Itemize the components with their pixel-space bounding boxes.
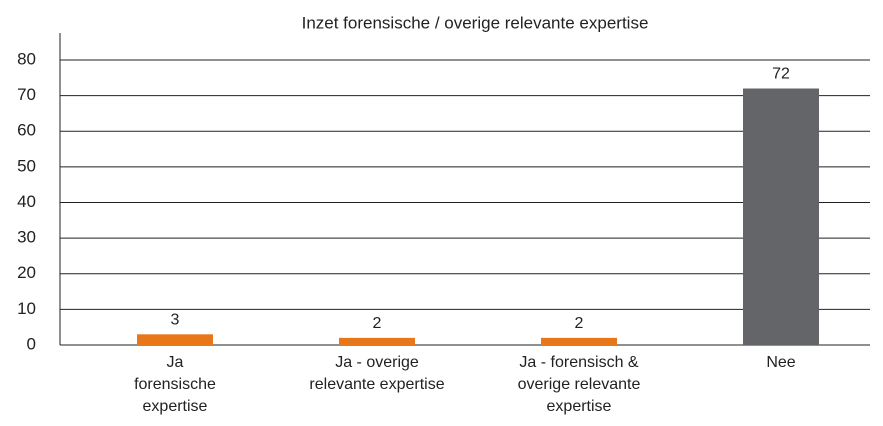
y-tick-label: 50 (17, 156, 36, 175)
bar (137, 334, 213, 345)
x-tick-label: Ja - forensisch & overige relevante expe… (517, 354, 641, 415)
value-label: 2 (575, 315, 584, 332)
bar (541, 337, 617, 345)
y-tick-label: 80 (17, 49, 36, 68)
y-tick-label: 10 (17, 299, 36, 318)
y-tick-label: 40 (17, 192, 36, 211)
bar (743, 88, 819, 345)
y-tick-label: 20 (17, 263, 36, 282)
x-tick-label: Ja - overige relevante expertise (309, 354, 445, 393)
y-tick-label: 0 (27, 334, 36, 353)
y-tick-label: 30 (17, 228, 36, 247)
value-label: 72 (772, 66, 790, 83)
y-tick-label: 70 (17, 85, 36, 104)
value-label: 3 (171, 312, 180, 329)
x-tick-label: Nee (766, 354, 796, 371)
bar (339, 337, 415, 345)
value-label: 2 (373, 315, 382, 332)
x-tick-label: Ja forensische expertise (134, 354, 216, 415)
y-tick-label: 60 (17, 121, 36, 140)
chart-title: Inzet forensische / overige relevante ex… (302, 13, 649, 32)
